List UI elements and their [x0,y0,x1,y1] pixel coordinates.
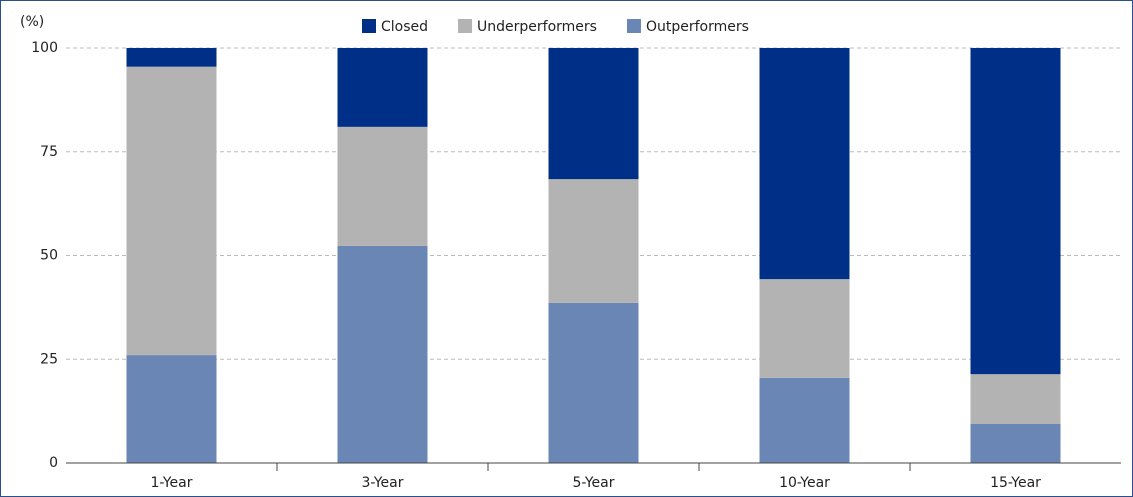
legend-label: Closed [381,19,428,35]
bar-segment [759,279,850,378]
y-tick-label: 75 [40,144,58,160]
y-tick-label: 0 [49,455,58,471]
bar-segment [759,48,850,280]
legend-swatch [362,19,376,33]
legend-swatch [626,19,641,33]
y-tick-label: 100 [31,40,58,56]
bar-segment [337,126,428,246]
bar-segment [548,302,639,463]
bar-segment [970,423,1061,463]
y-tick-label: 25 [40,351,58,367]
bar-segment [970,48,1061,375]
y-tick-label: 50 [40,248,58,264]
x-tick-label: 1-Year [151,475,193,491]
bar-segment [759,377,850,463]
bar-segment [337,48,428,127]
bar-segment [548,179,639,303]
bar-segment [126,48,217,67]
y-axis-label: (%) [20,14,44,30]
x-tick-label: 3-Year [362,475,404,491]
x-tick-label: 10-Year [779,475,830,491]
bar-segment [970,374,1061,424]
legend-label: Outperformers [646,19,749,35]
x-tick-label: 15-Year [990,475,1041,491]
x-tick-label: 5-Year [573,475,615,491]
bar-segment [126,66,217,356]
bar-segment [126,355,217,463]
legend-label: Underperformers [477,19,597,35]
bar-segment [548,48,639,180]
bar-segment [337,245,428,463]
legend-swatch [458,19,473,33]
